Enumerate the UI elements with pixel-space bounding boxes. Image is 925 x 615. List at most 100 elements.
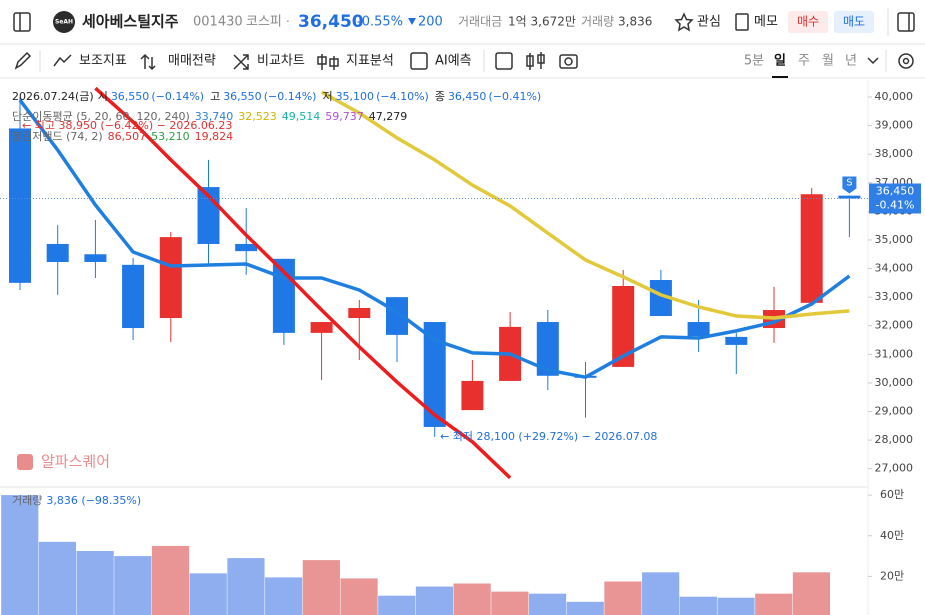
volume-bar — [378, 595, 416, 615]
signal-marker[interactable] — [842, 176, 857, 194]
volume: 3,836 — [618, 15, 652, 29]
candle-body — [235, 243, 258, 252]
period-button[interactable]: 주 — [798, 54, 810, 69]
volume-bar — [76, 550, 114, 615]
change-pct: -0.55% — [357, 15, 403, 30]
legend-value: 53,210 — [151, 130, 190, 143]
candle-body — [725, 336, 748, 345]
y-tick-label: 31,000 — [875, 347, 914, 360]
volume-bar — [151, 545, 190, 615]
volume-bar — [717, 597, 755, 615]
trade-value: 1억 3,672만 — [508, 15, 576, 29]
high-note: ← 최고 38,950 (−6.42%) − 2026.06.23 — [22, 119, 232, 132]
bb-legend: 볼린저밴드 (74, 2) 86,507 53,210 19,824 — [12, 130, 233, 143]
volume-bar — [453, 583, 491, 615]
y-tick-label: 32,000 — [875, 319, 914, 332]
stock-code: 001430 — [193, 15, 243, 30]
volume-bar — [340, 578, 378, 615]
period-button[interactable]: 년 — [845, 54, 857, 69]
y-tick-label: 30,000 — [875, 376, 914, 389]
ai-icon[interactable] — [410, 52, 428, 70]
ma-line — [94, 86, 512, 480]
candle-body — [800, 194, 823, 303]
settings-icon[interactable] — [898, 53, 914, 69]
candle-body — [423, 322, 446, 427]
y-tick-label: 27,000 — [875, 462, 914, 475]
compare-icon[interactable] — [233, 54, 249, 70]
watch-button[interactable]: 관심 — [697, 15, 721, 30]
camera-icon[interactable] — [559, 54, 578, 69]
candle-body — [649, 279, 672, 317]
candle-body — [46, 243, 69, 262]
price-plot — [0, 86, 868, 480]
indicator-icon[interactable] — [53, 54, 72, 67]
legend-value: 32,523 — [238, 110, 277, 123]
sidebar-icon[interactable] — [13, 12, 31, 32]
legend-value: 86,507 — [108, 130, 147, 143]
candle-body — [348, 308, 371, 319]
stock-name: 세아베스틸지주 — [82, 13, 179, 31]
legend-value: 47,279 — [369, 110, 408, 123]
y-tick-label: 29,000 — [875, 405, 914, 418]
y-tick-label: 33,000 — [875, 290, 914, 303]
buy-label[interactable]: 매수 — [797, 15, 819, 29]
ohlc-info: 2026.07.24(금) 시 36,550 (−0.14%) 고 36,550 (−0.1… — [12, 90, 541, 103]
candle-icon[interactable] — [526, 52, 545, 70]
y-tick-label: 38,000 — [875, 147, 914, 160]
watermark-logo — [17, 454, 33, 470]
signal-marker-label[interactable]: S — [846, 178, 852, 189]
volume-plot — [1, 495, 831, 615]
panel-icon[interactable] — [897, 12, 915, 32]
analysis-icon[interactable] — [317, 54, 339, 70]
buy-button[interactable] — [788, 11, 828, 33]
volume-bar — [38, 541, 77, 615]
period-button[interactable]: 월 — [822, 54, 834, 69]
volume-tick-label: 40만 — [880, 529, 904, 542]
period-dropdown[interactable] — [867, 57, 879, 65]
price: 36,450 — [298, 12, 364, 32]
tool-button[interactable]: 보조지표 — [79, 54, 127, 69]
ma-line — [320, 90, 850, 320]
tool-button[interactable]: 지표분석 — [346, 54, 394, 69]
sell-button[interactable] — [834, 11, 874, 33]
legend-value: 59,737 — [325, 110, 364, 123]
y-tick-label: 34,000 — [875, 262, 914, 275]
volume-bar — [227, 558, 265, 615]
candle-body — [386, 297, 408, 335]
sell-label[interactable]: 매도 — [843, 15, 865, 29]
box-icon[interactable] — [495, 52, 513, 70]
ma-legend: 단순이동평균 (5, 20, 60, 120, 240) 33,740 32,523… — [12, 110, 407, 123]
legend-value: 19,824 — [195, 130, 234, 143]
draw-icon[interactable] — [14, 51, 32, 70]
market: 코스피 — [246, 15, 282, 30]
toolbar-items: 보조지표 매매전략 비교차트 지표분석 AI예측 5분 일 주 월 년 — [79, 54, 857, 78]
memo-icon[interactable] — [735, 13, 749, 31]
volume-bar — [491, 591, 529, 615]
candle-body — [687, 322, 710, 337]
down-arrow — [408, 18, 416, 25]
volume-tick-label: 20만 — [880, 569, 904, 582]
volume-bar — [566, 601, 604, 615]
candle-body — [838, 195, 861, 199]
volume-bar — [265, 577, 303, 615]
volume-bar — [415, 586, 454, 615]
candle-body — [536, 322, 559, 376]
star-icon[interactable] — [674, 12, 694, 32]
watermark: 알파스퀘어 — [41, 453, 110, 471]
tool-button[interactable]: 매매전략 — [168, 54, 216, 69]
volume-tick-label: 60만 — [880, 488, 904, 501]
strategy-icon[interactable] — [140, 53, 156, 71]
period-button[interactable]: 일 — [774, 54, 786, 69]
tool-button[interactable]: 비교차트 — [257, 54, 305, 69]
volume-bar — [528, 593, 567, 615]
period-button[interactable]: 5분 — [744, 54, 764, 69]
memo-button[interactable]: 메모 — [754, 15, 778, 30]
volume-bar — [604, 581, 642, 615]
volume-bar — [792, 572, 831, 615]
candle-body — [461, 380, 484, 411]
volume-bar — [642, 572, 680, 615]
price-tag-box — [869, 183, 921, 214]
tool-button[interactable]: AI예측 — [435, 54, 472, 69]
ma-line — [18, 98, 851, 379]
